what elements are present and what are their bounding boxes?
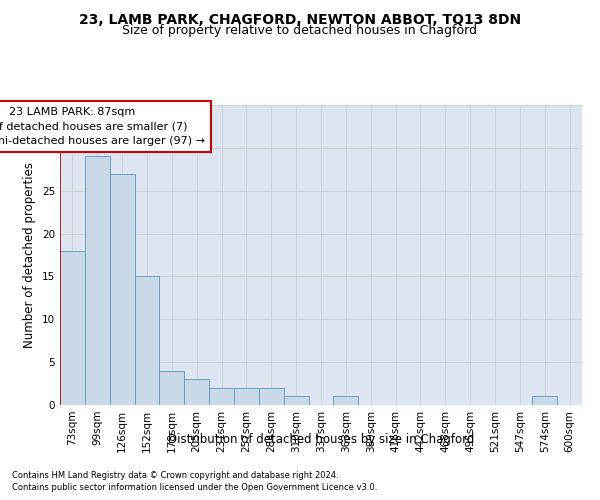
Y-axis label: Number of detached properties: Number of detached properties — [23, 162, 37, 348]
Bar — [259, 388, 284, 405]
Bar — [110, 174, 134, 405]
Bar — [60, 250, 85, 405]
Bar — [334, 396, 358, 405]
Bar — [234, 388, 259, 405]
Bar — [209, 388, 234, 405]
Text: Contains public sector information licensed under the Open Government Licence v3: Contains public sector information licen… — [12, 484, 377, 492]
Bar — [160, 370, 184, 405]
Text: Distribution of detached houses by size in Chagford: Distribution of detached houses by size … — [168, 432, 474, 446]
Text: 23 LAMB PARK: 87sqm
← 7% of detached houses are smaller (7)
93% of semi-detached: 23 LAMB PARK: 87sqm ← 7% of detached hou… — [0, 106, 205, 146]
Bar — [134, 276, 160, 405]
Bar — [284, 396, 308, 405]
Bar — [532, 396, 557, 405]
Text: 23, LAMB PARK, CHAGFORD, NEWTON ABBOT, TQ13 8DN: 23, LAMB PARK, CHAGFORD, NEWTON ABBOT, T… — [79, 12, 521, 26]
Text: Contains HM Land Registry data © Crown copyright and database right 2024.: Contains HM Land Registry data © Crown c… — [12, 471, 338, 480]
Text: Size of property relative to detached houses in Chagford: Size of property relative to detached ho… — [122, 24, 478, 37]
Bar — [184, 380, 209, 405]
Bar — [85, 156, 110, 405]
